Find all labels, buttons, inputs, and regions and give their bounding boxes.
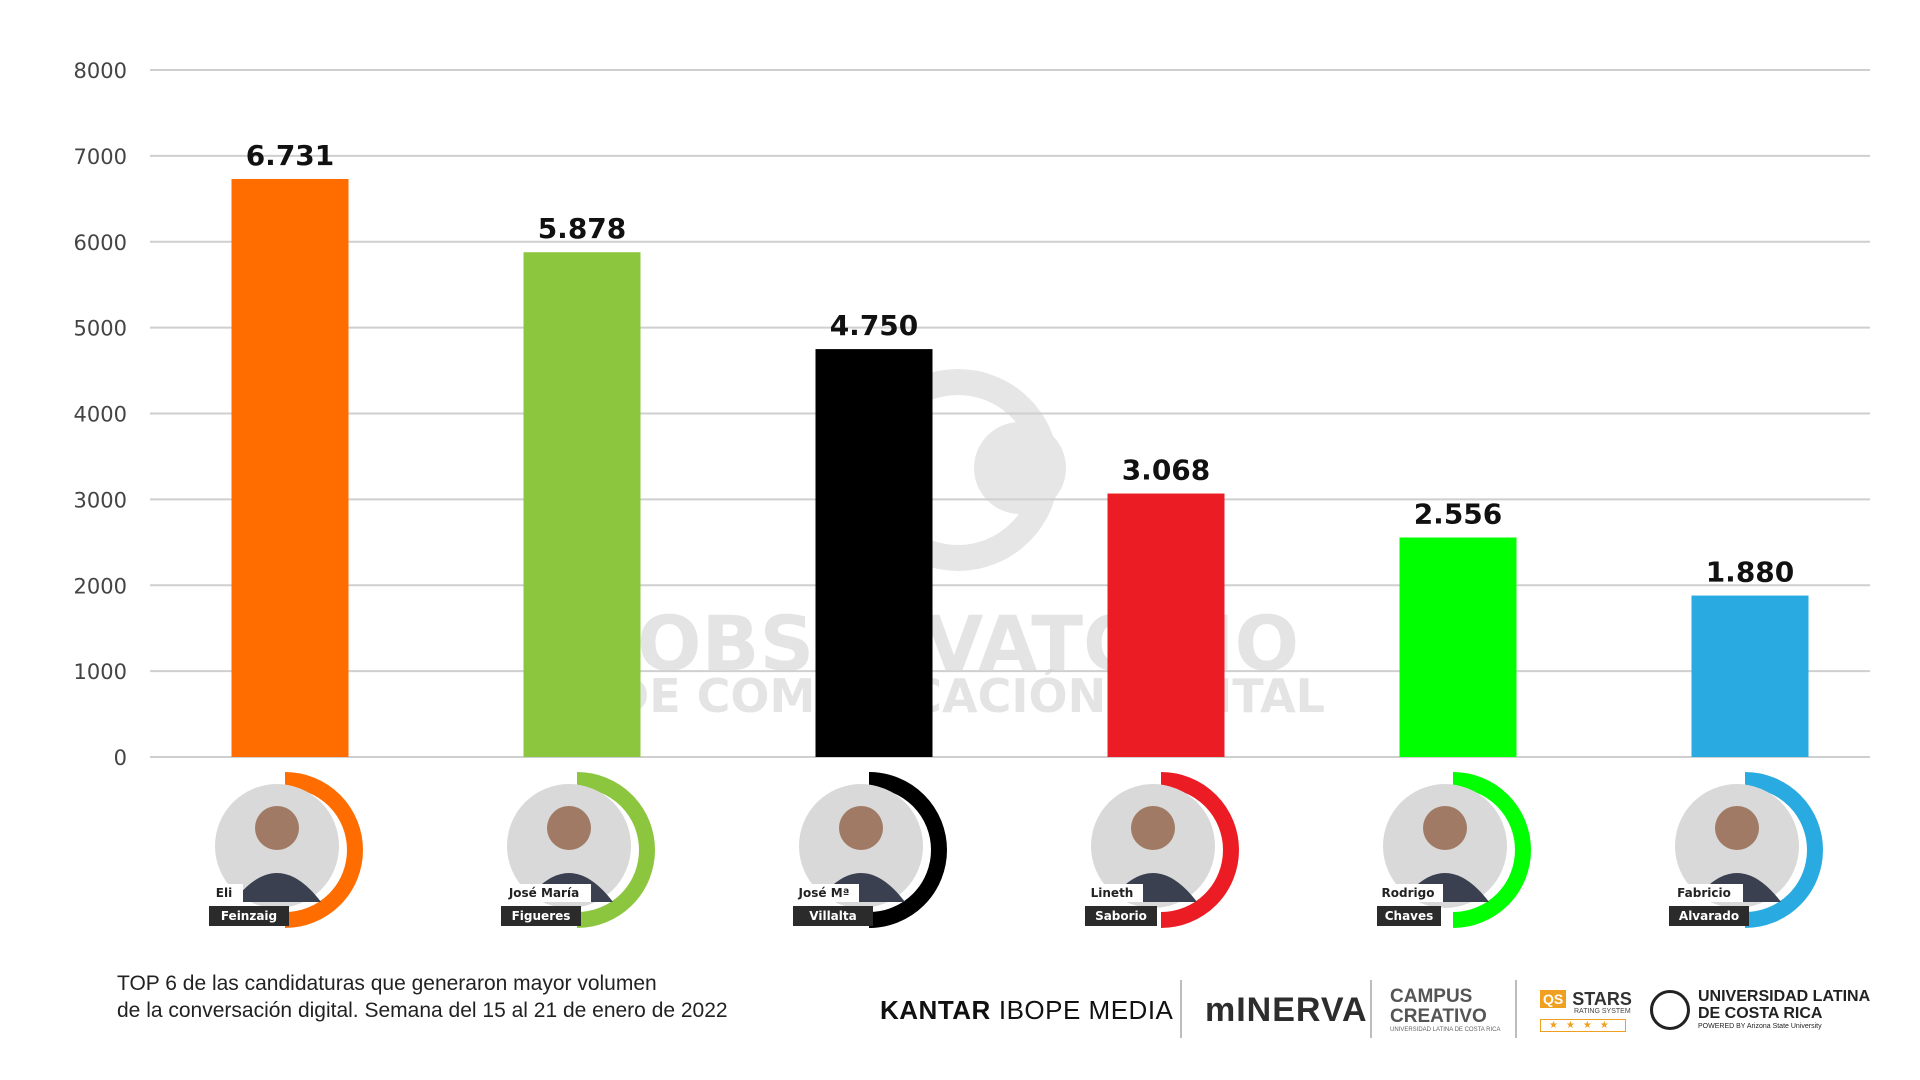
first-name-tag bbox=[497, 884, 591, 902]
bar bbox=[1691, 595, 1809, 757]
candidate-first-name: Eli bbox=[216, 886, 232, 900]
last-name-tag bbox=[1085, 906, 1157, 926]
person-head-icon bbox=[1715, 806, 1759, 850]
campus-text: CAMPUS bbox=[1390, 985, 1473, 1007]
candidate-avatar: José María Figueres bbox=[497, 772, 655, 928]
last-name-tag bbox=[1377, 906, 1441, 926]
ibope-media-text: IBOPE MEDIA bbox=[998, 994, 1174, 1025]
y-tick-label: 7000 bbox=[74, 145, 127, 169]
avatar-ring bbox=[284, 772, 363, 928]
bar bbox=[523, 252, 641, 757]
ulatina-line1: UNIVERSIDAD LATINA bbox=[1698, 988, 1871, 1005]
avatar-ring bbox=[1452, 772, 1531, 928]
bar-value-label: 5.878 bbox=[538, 212, 627, 245]
candidate-avatars: Eli Feinzaig José María Figueres José Mª Vill… bbox=[205, 772, 1823, 928]
first-name-tag bbox=[205, 884, 243, 902]
campus-creativo-logo: CAMPUS CREATIVO UNIVERSIDAD LATINA DE CO… bbox=[1390, 980, 1500, 1040]
candidate-last-name: Alvarado bbox=[1679, 909, 1739, 923]
bar-chart: OBSERVATORIO DE COMUNICACIÓN DIGITAL 010… bbox=[74, 59, 1870, 928]
qs-stars-logo: QS STARS RATING SYSTEM ★★★★ bbox=[1540, 980, 1632, 1040]
last-name-tag bbox=[1669, 906, 1749, 926]
bar-value-label: 3.068 bbox=[1122, 454, 1211, 487]
stars-text: STARS bbox=[1572, 988, 1632, 1009]
y-tick-label: 6000 bbox=[74, 231, 127, 255]
creativo-text: CREATIVO bbox=[1390, 1005, 1487, 1027]
gridlines bbox=[150, 69, 1870, 758]
last-name-tag bbox=[209, 906, 289, 926]
first-name-tag bbox=[1373, 884, 1443, 902]
candidate-first-name: José Mª bbox=[798, 886, 850, 900]
value-labels: 6.731 5.878 4.750 3.068 2.556 1.880 bbox=[246, 139, 1795, 589]
caption-line2: de la conversación digital. Semana del 1… bbox=[117, 999, 728, 1022]
y-axis: 0 1000 2000 3000 4000 5000 6000 7000 8000 bbox=[74, 59, 127, 770]
person-head-icon bbox=[547, 806, 591, 850]
candidate-last-name: Villalta bbox=[809, 909, 856, 923]
person-head-icon bbox=[839, 806, 883, 850]
bars bbox=[231, 178, 1809, 758]
first-name-tag bbox=[1081, 884, 1143, 902]
person-head-icon bbox=[1423, 806, 1467, 850]
watermark-eye-pupil bbox=[974, 422, 1066, 514]
y-tick-label: 4000 bbox=[74, 403, 127, 427]
logo-separator bbox=[1180, 980, 1182, 1038]
bar-value-label: 4.750 bbox=[830, 309, 919, 342]
stars-rating-icon: ★★★★ bbox=[1540, 1018, 1626, 1032]
logo-separator bbox=[1515, 980, 1517, 1038]
candidate-avatar: Lineth Saborio bbox=[1081, 772, 1239, 928]
last-name-tag bbox=[501, 906, 581, 926]
globe-icon bbox=[1650, 990, 1690, 1030]
ulatina-logo: UNIVERSIDAD LATINA DE COSTA RICA POWERED… bbox=[1650, 980, 1870, 1040]
minerva-logo: mINERVA bbox=[1205, 980, 1368, 1040]
candidate-first-name: Fabricio bbox=[1677, 886, 1731, 900]
y-tick-label: 2000 bbox=[74, 574, 127, 598]
person-body-icon bbox=[233, 873, 321, 902]
y-tick-label: 5000 bbox=[74, 317, 127, 341]
y-tick-label: 0 bbox=[114, 746, 127, 770]
bar-value-label: 2.556 bbox=[1414, 498, 1503, 531]
avatar-ring bbox=[1160, 772, 1239, 928]
campus-sub-text: UNIVERSIDAD LATINA DE COSTA RICA bbox=[1390, 1026, 1501, 1033]
bar-value-label: 1.880 bbox=[1706, 556, 1795, 589]
qs-badge: QS bbox=[1540, 990, 1567, 1008]
y-tick-label: 8000 bbox=[74, 59, 127, 83]
candidate-last-name: Chaves bbox=[1385, 909, 1434, 923]
bar bbox=[1107, 493, 1225, 757]
first-name-tag bbox=[789, 884, 859, 902]
y-tick-label: 1000 bbox=[74, 660, 127, 684]
kantar-ibope-logo: KANTAR IBOPE MEDIA bbox=[880, 980, 1173, 1040]
candidate-avatar: José Mª Villalta bbox=[789, 772, 947, 928]
candidate-last-name: Saborio bbox=[1095, 909, 1147, 923]
candidate-first-name: Lineth bbox=[1091, 886, 1134, 900]
ulatina-line2: DE COSTA RICA bbox=[1698, 1005, 1823, 1022]
logo-separator bbox=[1370, 980, 1372, 1038]
caption-line1: TOP 6 de las candidaturas que generaron … bbox=[117, 972, 657, 995]
bar bbox=[1399, 537, 1517, 757]
last-name-tag bbox=[793, 906, 873, 926]
avatar-ring bbox=[1744, 772, 1823, 928]
candidate-last-name: Figueres bbox=[512, 909, 571, 923]
candidate-last-name: Feinzaig bbox=[221, 909, 277, 923]
rating-system-text: RATING SYSTEM bbox=[1574, 1007, 1631, 1015]
ulatina-sub: POWERED BY Arizona State University bbox=[1698, 1023, 1822, 1030]
candidate-avatar: Eli Feinzaig bbox=[205, 772, 363, 928]
y-tick-label: 3000 bbox=[74, 488, 127, 512]
avatar-ring bbox=[576, 772, 655, 928]
avatar-ring bbox=[868, 772, 947, 928]
candidate-avatar: Fabricio Alvarado bbox=[1665, 772, 1823, 928]
kantar-text: KANTAR bbox=[880, 994, 991, 1025]
bar bbox=[815, 349, 933, 757]
bar bbox=[231, 178, 349, 758]
bar-value-label: 6.731 bbox=[246, 139, 335, 172]
candidate-first-name: José María bbox=[508, 886, 579, 900]
first-name-tag bbox=[1665, 884, 1743, 902]
person-head-icon bbox=[255, 806, 299, 850]
candidate-first-name: Rodrigo bbox=[1382, 886, 1435, 900]
minerva-text: mINERVA bbox=[1205, 990, 1368, 1029]
chart-caption: TOP 6 de las candidaturas que generaron … bbox=[117, 970, 817, 1024]
person-head-icon bbox=[1131, 806, 1175, 850]
candidate-avatar: Rodrigo Chaves bbox=[1373, 772, 1531, 928]
